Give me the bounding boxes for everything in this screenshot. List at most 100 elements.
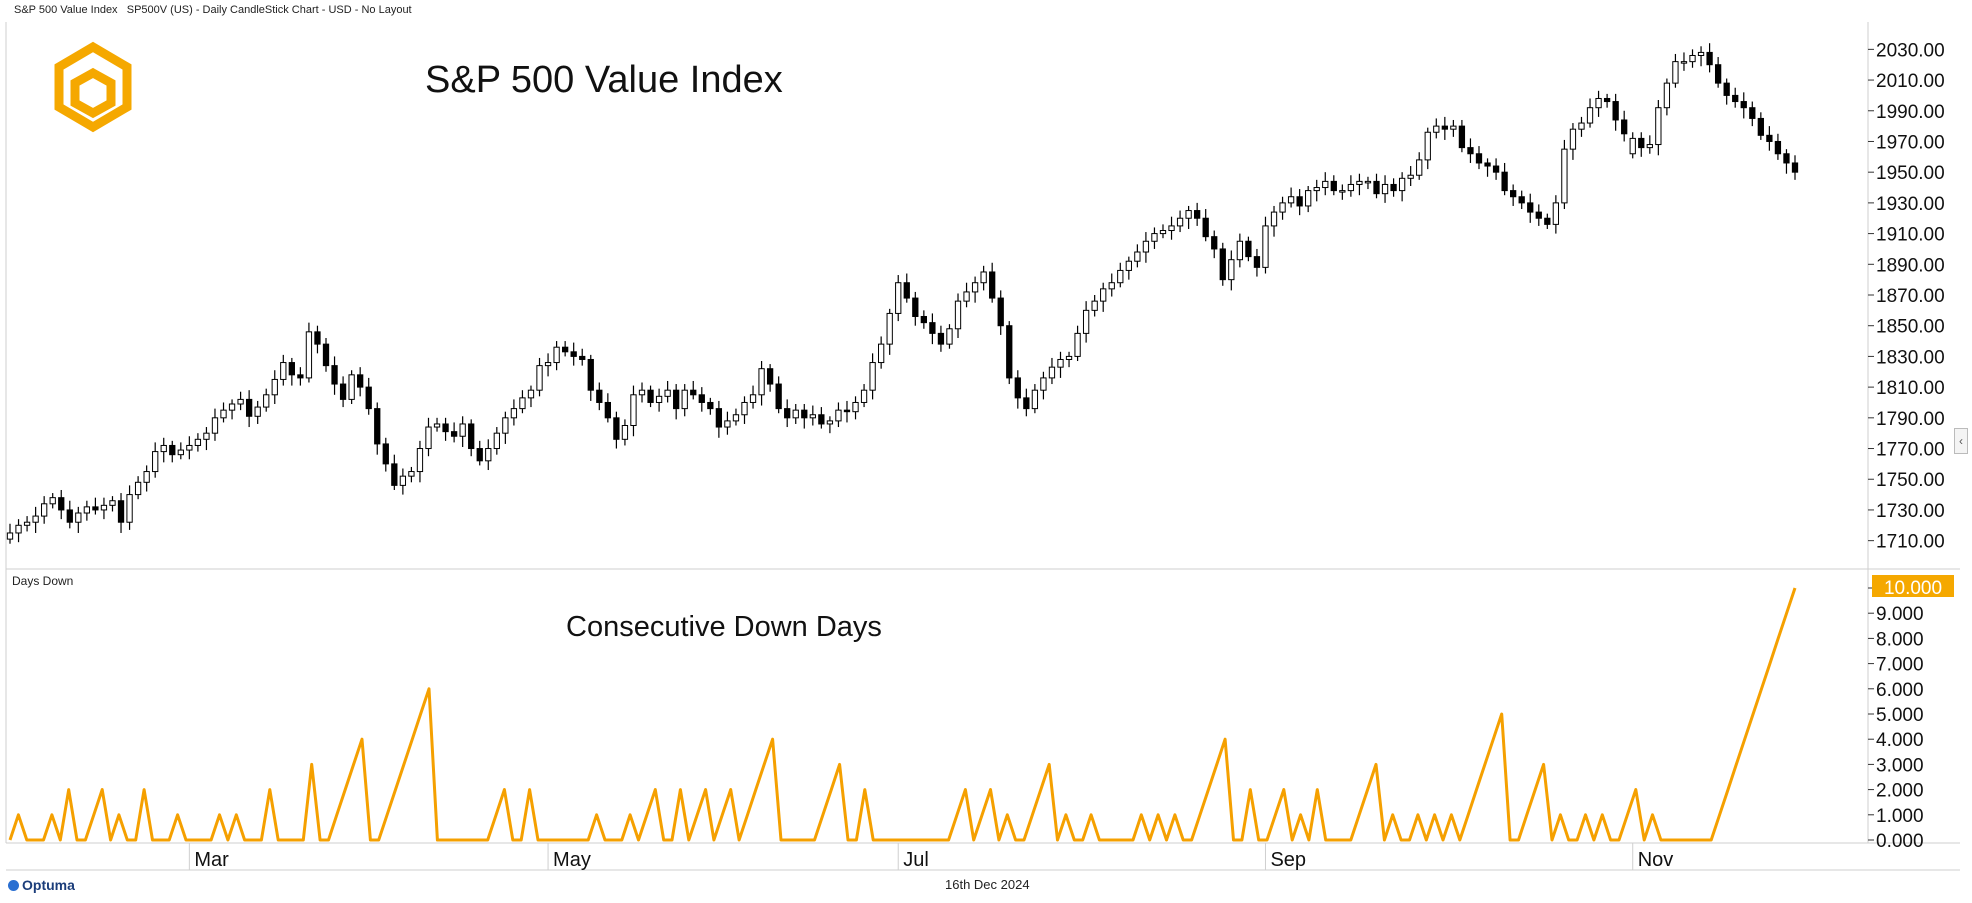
candle-down [561, 346, 569, 353]
candle-down [66, 509, 73, 523]
down-days-line [8, 587, 1797, 842]
candle-up [493, 432, 500, 450]
candle-up [126, 494, 133, 523]
candle-down [673, 389, 680, 410]
price-tick-label: 2030.00 [1876, 40, 1945, 61]
candle-up [1142, 240, 1150, 253]
candle-down [570, 351, 577, 357]
candle-down [1492, 165, 1500, 173]
candle-down [1245, 240, 1252, 258]
candle-up [134, 481, 142, 496]
candle-up [23, 521, 31, 526]
candle-up [946, 328, 953, 345]
candle-up [869, 362, 876, 391]
candle-down [784, 408, 791, 419]
last-value-label: 10.000 [1884, 578, 1942, 599]
candle-down [391, 463, 398, 486]
candle-up [638, 389, 646, 396]
last-value-badge: 10.000 [1872, 575, 1954, 599]
candle-up [527, 389, 535, 399]
candle-down [1638, 137, 1645, 149]
candle-up [1117, 269, 1124, 284]
candle-up [1040, 377, 1047, 391]
candle-up [1134, 251, 1141, 262]
candle-up [1322, 180, 1329, 189]
chevron-left-icon[interactable]: ‹ [1954, 428, 1968, 454]
candle-down [613, 417, 620, 440]
candle-up [15, 524, 22, 534]
price-tick-label: 1810.00 [1876, 378, 1945, 399]
candle-up [724, 420, 731, 428]
candle-down [1757, 117, 1764, 136]
candle-down [766, 368, 774, 385]
candle-down [1006, 325, 1013, 379]
indicator-tick-label: 8.000 [1876, 629, 1924, 650]
candle-up [1270, 211, 1278, 227]
candle-up [1279, 202, 1286, 213]
candle-down [1749, 107, 1756, 119]
candle-down [1510, 190, 1517, 198]
candle-up [502, 417, 509, 434]
candle-up [194, 438, 202, 446]
candle-down [647, 389, 654, 403]
candle-up [1646, 144, 1653, 149]
candle-down [1603, 97, 1611, 103]
price-tick-label: 1910.00 [1876, 225, 1945, 246]
candle-up [1262, 225, 1269, 268]
candle-up [1048, 366, 1056, 379]
candle-up [408, 471, 415, 477]
x-tick-label: May [553, 849, 591, 871]
candle-up [860, 389, 868, 403]
hexagon-logo-icon [54, 41, 132, 133]
indicator-tick-label: 4.000 [1876, 730, 1924, 751]
indicator-tick-label: 3.000 [1876, 755, 1924, 776]
indicator-tick-label: 5.000 [1876, 705, 1924, 726]
candle-up [1569, 128, 1577, 150]
candle-down [245, 398, 253, 417]
candle-down [1330, 180, 1337, 192]
candle-up [433, 423, 441, 428]
candle-up [1655, 107, 1662, 146]
candle-up [1057, 358, 1064, 368]
x-tick-label: Sep [1270, 849, 1306, 871]
candle-down [1441, 125, 1448, 130]
candle-up [519, 397, 526, 410]
candle-down [1714, 64, 1722, 84]
candle-down [903, 282, 910, 299]
candle-up [6, 532, 14, 540]
candle-up [1433, 125, 1440, 133]
candle-down [707, 401, 714, 410]
indicator-tick-label: 9.000 [1876, 604, 1924, 625]
indicator-tick-label: 0.000 [1876, 831, 1924, 852]
candle-down [690, 389, 697, 396]
candle-down [382, 443, 389, 465]
candle-down [1501, 171, 1508, 192]
candle-up [1398, 177, 1406, 192]
candle-up [280, 362, 287, 380]
candle-down [698, 394, 705, 403]
candle-up [32, 515, 39, 523]
candle-up [544, 362, 552, 367]
x-tick-label: Jul [903, 849, 929, 871]
candle-down [1544, 217, 1551, 225]
candle-down [1296, 196, 1303, 207]
candle-down [468, 423, 475, 450]
price-tick-label: 1710.00 [1876, 532, 1945, 553]
candle-up [792, 409, 799, 419]
candle-down [912, 297, 919, 317]
candle-down [314, 331, 321, 345]
candle-down [331, 365, 338, 385]
price-tick-label: 1850.00 [1876, 317, 1945, 338]
candle-down [920, 315, 927, 324]
candle-up [826, 420, 834, 425]
candle-down [117, 500, 125, 523]
candle-up [83, 506, 91, 514]
candle-down [1535, 211, 1542, 219]
candle-down [1014, 377, 1021, 399]
candle-up [1586, 107, 1594, 124]
price-tick-label: 1790.00 [1876, 409, 1945, 430]
candle-up [416, 448, 424, 473]
candle-up [1091, 300, 1098, 311]
candle-up [152, 451, 159, 473]
